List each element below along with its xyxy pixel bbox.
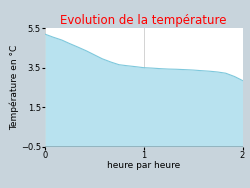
X-axis label: heure par heure: heure par heure [107, 161, 180, 170]
Title: Evolution de la température: Evolution de la température [60, 14, 227, 27]
Y-axis label: Température en °C: Température en °C [10, 45, 19, 130]
